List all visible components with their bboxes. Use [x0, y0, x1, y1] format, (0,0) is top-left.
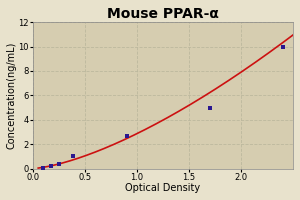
Point — [41, 166, 46, 169]
Title: Mouse PPAR-α: Mouse PPAR-α — [107, 7, 219, 21]
Y-axis label: Concentration(ng/mL): Concentration(ng/mL) — [7, 42, 17, 149]
Point — [124, 134, 129, 137]
Point — [207, 106, 212, 109]
X-axis label: Optical Density: Optical Density — [125, 183, 201, 193]
Point — [48, 164, 53, 168]
Point — [57, 162, 62, 165]
Point — [70, 155, 75, 158]
Point — [280, 45, 285, 48]
